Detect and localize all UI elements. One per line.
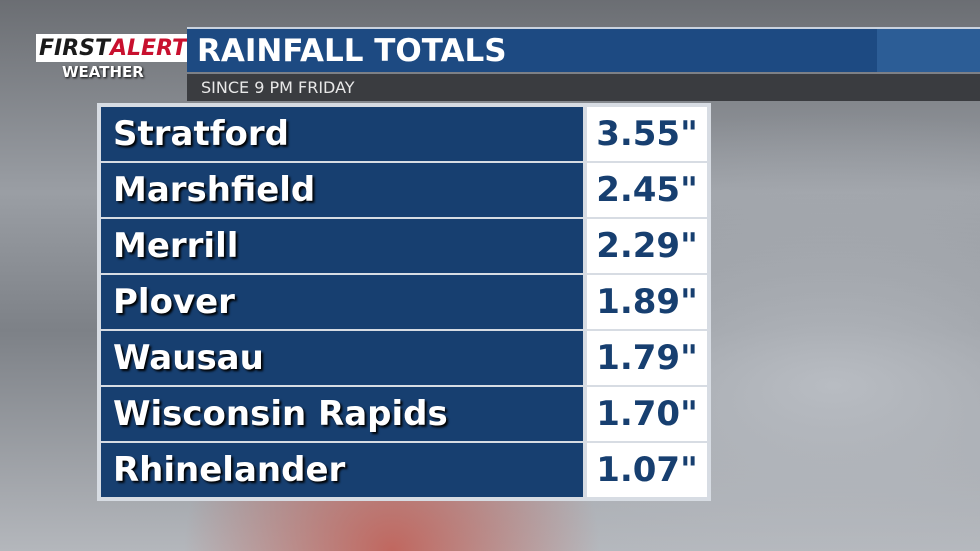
subtitle: SINCE 9 PM FRIDAY [187,74,980,101]
table-row: Wausau 1.79" [101,331,707,385]
rainfall: 1.79" [587,331,707,385]
logo: FIRST ALERT WEATHER [36,34,191,82]
location: Marshfield [101,163,583,217]
table-row: Marshfield 2.45" [101,163,707,217]
table-row: Merrill 2.29" [101,219,707,273]
rainfall: 1.89" [587,275,707,329]
location: Plover [101,275,583,329]
rainfall: 2.45" [587,163,707,217]
logo-badge: FIRST ALERT [36,34,191,62]
table: Stratford 3.55" Marshfield 2.45" Merrill 2.29… [97,103,711,501]
location: Merrill [101,219,583,273]
logo-alert: ALERT [110,35,188,61]
table-row: Plover 1.89" [101,275,707,329]
rainfall: 1.07" [587,443,707,497]
location: Rhinelander [101,443,583,497]
location: Wausau [101,331,583,385]
table-row: Wisconsin Rapids 1.70" [101,387,707,441]
rainfall: 3.55" [587,107,707,161]
table-row: Stratford 3.55" [101,107,707,161]
title: RAINFALL TOTALS [187,27,980,72]
location: Stratford [101,107,583,161]
location: Wisconsin Rapids [101,387,583,441]
rainfall: 2.29" [587,219,707,273]
logo-weather: WEATHER [62,63,144,81]
table-row: Rhinelander 1.07" [101,443,707,497]
rainfall: 1.70" [587,387,707,441]
logo-first: FIRST [39,35,111,61]
